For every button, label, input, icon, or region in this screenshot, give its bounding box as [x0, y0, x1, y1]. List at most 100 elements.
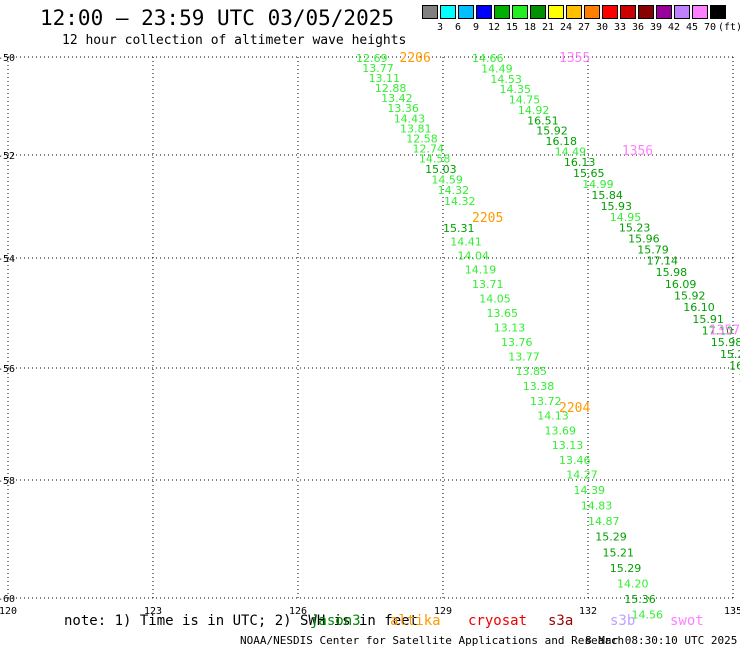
- legend-label: 9: [472, 22, 480, 33]
- lon-tick-label: 123: [144, 606, 162, 617]
- track-id-label: 1357: [709, 324, 740, 339]
- wave-height-label: 13.65: [487, 307, 519, 320]
- wave-height-label: 14.35: [500, 83, 532, 96]
- wave-height-label: 15.21: [603, 546, 635, 559]
- wave-height-label: 14.41: [450, 236, 482, 249]
- legend-label: 24: [559, 22, 573, 33]
- legend-swatch: [494, 5, 510, 19]
- wave-height-label: 16.51: [527, 114, 559, 127]
- wave-height-label: 14.66: [472, 52, 504, 65]
- lon-tick-label: 132: [579, 606, 597, 617]
- wave-height-label: 13.38: [523, 380, 555, 393]
- wave-height-label: 16.58: [738, 371, 740, 384]
- credit-text: NOAA/NESDIS Center for Satellite Applica…: [240, 634, 625, 647]
- wave-height-label: 15.29: [610, 562, 642, 575]
- timestamp: 8 Mar 08:30:10 UTC 2025: [585, 634, 738, 647]
- wave-height-label: 14.53: [490, 73, 522, 86]
- wave-height-label: 14.95: [610, 211, 642, 224]
- wave-height-label: 15.91: [692, 313, 724, 326]
- satellite-jason3: jason3: [310, 613, 361, 629]
- wave-height-label: 15.92: [536, 125, 568, 138]
- wave-height-label: 14.49: [481, 62, 513, 75]
- wave-height-label: 13.71: [472, 278, 504, 291]
- legend-label: (ft): [718, 22, 740, 33]
- wave-height-label: 13.77: [508, 351, 540, 364]
- legend-label: 6: [454, 22, 462, 33]
- wave-height-label: 12.88: [375, 82, 407, 95]
- wave-height-label: 16.32: [729, 359, 740, 372]
- wave-height-label: 13.76: [501, 336, 533, 349]
- wave-height-label: 14.87: [588, 515, 620, 528]
- wave-height-label: 14.56: [632, 609, 664, 622]
- legend-swatch: [656, 5, 672, 19]
- legend-label: 39: [649, 22, 663, 33]
- wave-height-label: 14.58: [419, 153, 451, 166]
- wave-height-label: 16.10: [683, 301, 715, 314]
- legend-swatch: [530, 5, 546, 19]
- lat-tick-label: -58: [0, 476, 15, 487]
- page-subtitle: 12 hour collection of altimeter wave hei…: [62, 33, 407, 48]
- lat-tick-label: -50: [0, 53, 15, 64]
- lon-tick-label: 126: [289, 606, 307, 617]
- wave-height-label: 15.65: [573, 167, 605, 180]
- wave-height-label: 13.81: [400, 122, 432, 135]
- lon-tick-label: 129: [434, 606, 452, 617]
- legend-label: 70: [703, 22, 717, 33]
- wave-height-label: 16.13: [564, 156, 596, 169]
- wave-height-label: 12.69: [356, 52, 388, 65]
- legend-swatch: [548, 5, 564, 19]
- wave-height-label: 15.23: [619, 222, 651, 235]
- wave-height-label: 13.72: [530, 395, 562, 408]
- wave-height-label: 14.27: [566, 469, 598, 482]
- track-id-label: 1355: [559, 51, 590, 66]
- wave-height-label: 13.11: [369, 72, 401, 85]
- wave-height-label: 15.03: [425, 163, 457, 176]
- footer-note: note: 1) Time is in UTC; 2) SWH is in fe…: [64, 613, 419, 629]
- wave-height-label: 14.32: [438, 184, 470, 197]
- wave-height-label: 15.93: [601, 200, 633, 213]
- page-title: 12:00 – 23:59 UTC 03/05/2025: [40, 6, 395, 30]
- legend-swatch: [566, 5, 582, 19]
- legend-label: 33: [613, 22, 627, 33]
- satellite-cryosat: cryosat: [468, 613, 528, 629]
- wave-height-label: 14.13: [537, 410, 569, 423]
- satellite-swot: swot: [670, 613, 704, 629]
- wave-height-label: 13.69: [545, 424, 577, 437]
- wave-height-label: 14.83: [581, 500, 613, 513]
- wave-height-label: 13.85: [516, 365, 548, 378]
- legend-label: 36: [631, 22, 645, 33]
- wave-height-label: 13.77: [362, 62, 394, 75]
- wave-height-label: 14.05: [479, 293, 511, 306]
- legend-swatch: [620, 5, 636, 19]
- legend-swatch: [458, 5, 474, 19]
- legend-label: 15: [505, 22, 519, 33]
- wave-height-label: 15.79: [637, 244, 669, 257]
- wave-height-label: 14.04: [458, 249, 490, 262]
- legend-swatch: [476, 5, 492, 19]
- legend-swatch: [512, 5, 528, 19]
- lon-tick-label: 120: [0, 606, 17, 617]
- wave-height-label: 14.39: [574, 484, 606, 497]
- legend-label: 27: [577, 22, 591, 33]
- satellite-altika: altika: [390, 613, 441, 629]
- wave-height-label: 15.31: [443, 222, 475, 235]
- wave-height-label: 13.13: [494, 322, 526, 335]
- wave-height-label: 15.98: [656, 266, 688, 279]
- wave-height-label: 15.96: [628, 233, 660, 246]
- legend-label: 12: [487, 22, 501, 33]
- legend-swatch: [674, 5, 690, 19]
- lat-tick-label: -56: [0, 364, 15, 375]
- legend-swatch: [422, 5, 438, 19]
- wave-height-label: 14.92: [518, 104, 550, 117]
- wave-height-label: 17.10: [702, 325, 734, 338]
- legend-swatch: [440, 5, 456, 19]
- wave-height-label: 14.43: [394, 112, 426, 125]
- wave-height-label: 13.46: [559, 454, 591, 467]
- satellite-s3a: s3a: [548, 613, 574, 629]
- wave-height-label: 13.42: [381, 92, 413, 105]
- wave-height-label: 14.49: [555, 145, 587, 158]
- wave-height-label: 15.98: [711, 336, 740, 349]
- legend-swatch: [710, 5, 726, 19]
- wave-height-label: 14.19: [465, 264, 497, 277]
